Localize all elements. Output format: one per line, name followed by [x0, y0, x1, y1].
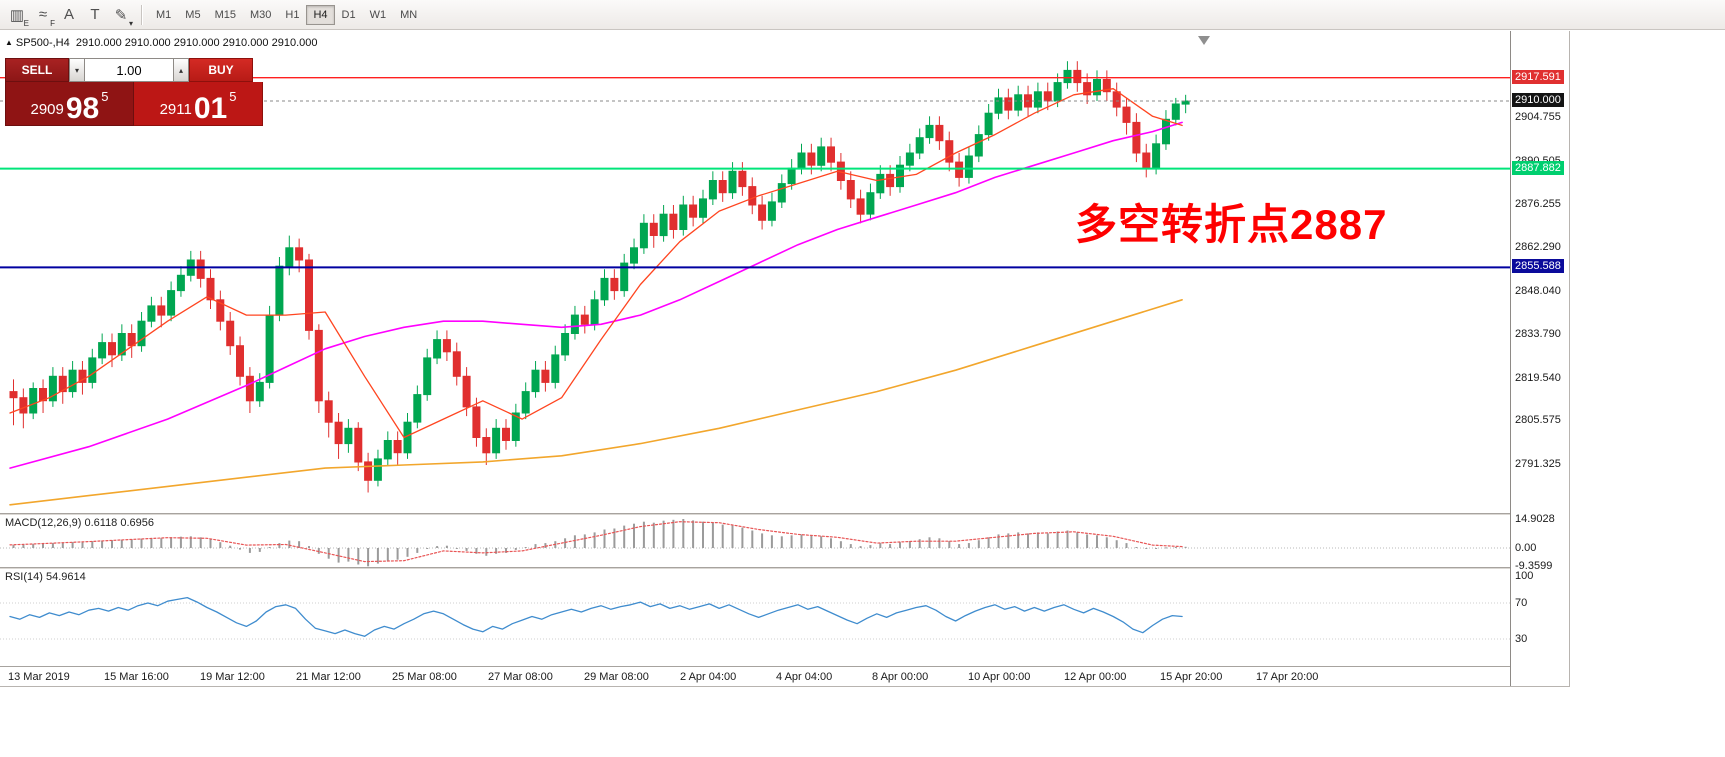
ask-price-big: 01 — [193, 91, 228, 125]
time-axis-label: 15 Apr 20:00 — [1160, 671, 1223, 683]
time-axis-label: 15 Mar 16:00 — [104, 671, 169, 683]
time-axis[interactable]: 13 Mar 2019 15 Mar 16:00 19 Mar 12:00 21 Ma… — [0, 666, 1510, 687]
macd-panel-plot[interactable] — [0, 515, 1510, 567]
chart-annotation-text: 多空转折点2887 — [1075, 201, 1388, 248]
price-level-tag: 2887.882 — [1512, 161, 1564, 175]
price-axis-label: 2862.290 — [1515, 241, 1561, 253]
time-axis-label: 12 Apr 00:00 — [1064, 671, 1127, 683]
chart-shift-marker-icon — [1198, 36, 1210, 45]
timeframe-mn[interactable]: MN — [400, 8, 418, 21]
bid-price-sup: 5 — [101, 89, 109, 104]
top-toolbar: ▥ E ≈ F A T ✎ ▾ M1 M5 M15 M30 H1 H4 D1 W1 MN — [0, 0, 1725, 30]
timeframe-h1[interactable]: H1 — [285, 8, 300, 21]
rsi-axis-label: 70 — [1515, 597, 1528, 609]
charts-icon[interactable]: ▥ E — [9, 6, 29, 28]
ask-price-small: 2911 — [159, 101, 192, 118]
timeframe-m30[interactable]: M30 — [249, 8, 272, 21]
cursor-tool-icon[interactable]: ✎ ▾ — [114, 6, 133, 28]
price-axis-label: 2819.540 — [1515, 372, 1561, 384]
main-chart-plot[interactable] — [0, 31, 1510, 513]
sell-button[interactable]: SELL — [5, 58, 69, 82]
timeframe-m5[interactable]: M5 — [185, 8, 201, 21]
chart-window: ▲ SP500-,H4 2910.000 2910.000 2910.000 29… — [0, 31, 1570, 687]
timeframe-h4[interactable]: H4 — [306, 4, 335, 25]
time-axis-label: 25 Mar 08:00 — [392, 671, 457, 683]
time-axis-label: 2 Apr 04:00 — [680, 671, 737, 683]
time-axis-label: 29 Mar 08:00 — [584, 671, 649, 683]
rsi-panel-plot[interactable] — [0, 569, 1510, 665]
price-axis-label: 2848.040 — [1515, 285, 1561, 297]
time-axis-label: 17 Apr 20:00 — [1256, 671, 1319, 683]
indicators-icon[interactable]: ≈ F — [38, 6, 55, 28]
bid-price-small: 2909 — [30, 101, 64, 118]
toolbar-icons: ▥ E ≈ F A T ✎ ▾ — [4, 2, 134, 28]
price-level-tag: 2855.588 — [1512, 259, 1564, 273]
timeframe-w1[interactable]: W1 — [369, 8, 387, 21]
price-axis-label: 2805.575 — [1515, 414, 1561, 426]
time-axis-label: 21 Mar 12:00 — [296, 671, 361, 683]
price-axis-label: 2876.255 — [1515, 198, 1561, 210]
rsi-axis-label: 100 — [1515, 570, 1534, 582]
rsi-axis-label: 30 — [1515, 633, 1528, 645]
time-axis-label: 19 Mar 12:00 — [200, 671, 265, 683]
panel-divider-rsi[interactable] — [0, 567, 1569, 569]
time-axis-label: 8 Apr 00:00 — [872, 671, 929, 683]
collapse-triangle-icon[interactable]: ▲ — [5, 38, 13, 47]
symbol-period-label: SP500-,H4 — [15, 37, 70, 49]
panel-divider-macd[interactable] — [0, 513, 1569, 515]
time-axis-label: 4 Apr 04:00 — [776, 671, 833, 683]
price-axis-label: 2833.790 — [1515, 328, 1561, 340]
rsi-indicator-label: RSI(14) 54.9614 — [5, 571, 86, 583]
price-axis[interactable]: 2904.7552890.5052876.2552862.2902848.040… — [1510, 31, 1569, 686]
chart-symbol-header: ▲ SP500-,H4 2910.000 2910.000 2910.000 29… — [5, 37, 317, 49]
macd-axis-label: -9.3599 — [1515, 560, 1553, 572]
volume-input[interactable] — [85, 58, 173, 82]
ask-price-display: 2911 01 5 — [134, 82, 263, 126]
buy-button[interactable]: BUY — [189, 58, 253, 82]
volume-decrease-button[interactable]: ▾ — [69, 58, 85, 82]
macd-axis-label: 14.9028 — [1515, 513, 1555, 525]
price-axis-label: 2791.325 — [1515, 458, 1561, 470]
toolbar-separator — [141, 4, 142, 25]
macd-indicator-label: MACD(12,26,9) 0.6118 0.6956 — [5, 517, 154, 529]
ask-price-sup: 5 — [229, 89, 237, 104]
time-axis-label: 10 Apr 00:00 — [968, 671, 1031, 683]
time-axis-label: 13 Mar 2019 — [8, 671, 70, 683]
timeframe-m1[interactable]: M1 — [156, 8, 172, 21]
timeframe-d1[interactable]: D1 — [341, 8, 356, 21]
price-axis-label: 2904.755 — [1515, 111, 1561, 123]
time-axis-label: 27 Mar 08:00 — [488, 671, 553, 683]
timeframe-group: M1 M5 M15 M30 H1 H4 D1 W1 MN — [149, 4, 424, 25]
bid-price-big: 98 — [65, 91, 100, 125]
text-tool-icon[interactable]: T — [90, 6, 100, 23]
bid-price-display: 2909 98 5 — [5, 82, 134, 126]
font-tool-icon[interactable]: A — [63, 6, 74, 23]
volume-increase-button[interactable]: ▴ — [173, 58, 189, 82]
price-level-tag: 2917.591 — [1512, 70, 1564, 84]
timeframe-m15[interactable]: M15 — [214, 8, 236, 21]
macd-axis-label: 0.00 — [1515, 542, 1537, 554]
ohlc-values: 2910.000 2910.000 2910.000 2910.000 2910… — [75, 37, 318, 49]
price-level-tag: 2910.000 — [1512, 93, 1564, 107]
